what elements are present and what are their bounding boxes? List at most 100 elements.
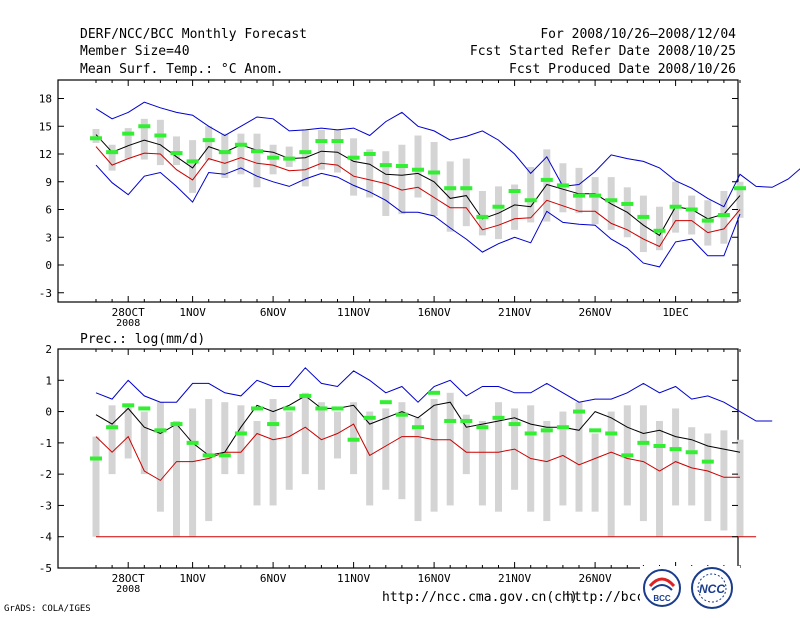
median-marker bbox=[605, 431, 618, 436]
spread-box bbox=[527, 166, 535, 223]
y-tick-label: 0 bbox=[45, 406, 52, 419]
median-marker bbox=[701, 218, 714, 223]
median-marker bbox=[395, 164, 408, 169]
median-marker bbox=[412, 167, 424, 172]
mean-line bbox=[95, 395, 741, 456]
median-marker bbox=[395, 412, 408, 417]
spread-box bbox=[124, 128, 132, 159]
median-marker bbox=[653, 228, 666, 233]
spread-box bbox=[478, 420, 486, 506]
median-marker bbox=[476, 425, 489, 430]
median-marker bbox=[379, 163, 392, 168]
y-tick-label: 18 bbox=[39, 93, 52, 106]
spread-box bbox=[543, 149, 551, 222]
spread-box bbox=[92, 129, 100, 143]
panel-title: Prec.: log(mm/d) bbox=[80, 332, 205, 347]
median-marker bbox=[428, 390, 441, 395]
plot-frame bbox=[57, 79, 739, 303]
spread-box bbox=[366, 149, 374, 198]
median-marker bbox=[283, 406, 296, 411]
spread-box bbox=[720, 430, 728, 531]
median-marker bbox=[524, 431, 537, 436]
median-marker bbox=[492, 204, 505, 209]
max-line bbox=[95, 101, 800, 208]
spread-box bbox=[334, 129, 341, 173]
median-marker bbox=[154, 133, 167, 138]
median-marker bbox=[251, 406, 263, 411]
spread-box bbox=[173, 136, 180, 166]
bcc-logo: BCC bbox=[643, 569, 681, 607]
median-marker bbox=[701, 459, 714, 464]
y-tick-label: 0 bbox=[45, 259, 52, 272]
median-marker bbox=[122, 131, 135, 136]
y-tick-label: -4 bbox=[39, 531, 53, 544]
start-date: Fcst Started Refer Date 2008/10/25 bbox=[469, 44, 736, 59]
median-marker bbox=[315, 406, 328, 411]
median-marker bbox=[90, 456, 102, 461]
forecast-period: For 2008/10/26–2008/12/04 bbox=[540, 27, 736, 42]
spread-box bbox=[301, 392, 309, 475]
min-line bbox=[95, 146, 741, 248]
ncc-url[interactable]: http://ncc.cma.gov.cn(ch) bbox=[382, 590, 578, 605]
spread-box bbox=[688, 427, 696, 506]
median-marker bbox=[154, 428, 167, 433]
median-marker bbox=[347, 155, 360, 160]
spread-box bbox=[736, 439, 744, 537]
mean-line bbox=[95, 134, 741, 237]
spread-box bbox=[269, 399, 277, 506]
spread-box bbox=[205, 399, 213, 522]
median-marker bbox=[251, 149, 263, 154]
median-marker bbox=[508, 422, 521, 427]
median-marker bbox=[138, 124, 151, 129]
median-marker bbox=[202, 453, 215, 458]
spread-box bbox=[575, 402, 583, 512]
ncc-logo: NCC bbox=[691, 567, 733, 609]
median-marker bbox=[444, 418, 457, 423]
median-marker bbox=[685, 450, 698, 455]
ncc-logo-text: NCC bbox=[699, 582, 725, 596]
spread-box bbox=[253, 420, 261, 506]
y-tick-label: -1 bbox=[39, 437, 52, 450]
y-tick-label: 9 bbox=[45, 176, 52, 189]
median-marker bbox=[669, 204, 682, 209]
y-tick-label: -5 bbox=[39, 562, 52, 575]
spread-box bbox=[462, 158, 470, 227]
spread-box bbox=[543, 420, 551, 522]
median-marker bbox=[106, 150, 119, 155]
median-marker bbox=[234, 431, 247, 436]
spread-box bbox=[285, 411, 293, 490]
grads-credit: GrADS: COLA/IGES bbox=[4, 604, 91, 614]
median-marker bbox=[460, 186, 473, 191]
y-tick-label: 3 bbox=[45, 231, 52, 244]
spread-box bbox=[221, 133, 229, 179]
median-marker bbox=[186, 440, 199, 445]
median-marker bbox=[363, 152, 376, 156]
spread-box bbox=[124, 405, 132, 459]
spread-box bbox=[559, 411, 567, 506]
median-marker bbox=[621, 453, 634, 458]
median-marker bbox=[734, 186, 746, 191]
spread-box bbox=[156, 119, 164, 166]
spread-box bbox=[495, 402, 502, 512]
spread-box bbox=[108, 144, 116, 171]
spread-box bbox=[334, 411, 341, 459]
median-marker bbox=[106, 425, 119, 430]
max-line bbox=[95, 367, 773, 422]
produced-date: Fcst Produced Date 2008/10/26 bbox=[509, 62, 736, 77]
median-marker bbox=[363, 415, 376, 420]
x-tick-label: 21NOV bbox=[498, 572, 531, 585]
spread-box bbox=[591, 433, 599, 512]
spread-box bbox=[575, 167, 583, 214]
bcc-url[interactable]: http://bcc. bbox=[566, 590, 653, 605]
median-marker bbox=[540, 428, 553, 433]
spread-box bbox=[189, 408, 197, 537]
y-tick-label: -3 bbox=[39, 287, 52, 300]
spread-box bbox=[736, 181, 744, 218]
spread-box bbox=[414, 417, 422, 522]
lower-bound-line bbox=[95, 164, 741, 268]
spread-box bbox=[253, 133, 261, 188]
median-marker bbox=[347, 437, 360, 442]
spread-box bbox=[430, 141, 438, 216]
median-marker bbox=[379, 400, 392, 405]
